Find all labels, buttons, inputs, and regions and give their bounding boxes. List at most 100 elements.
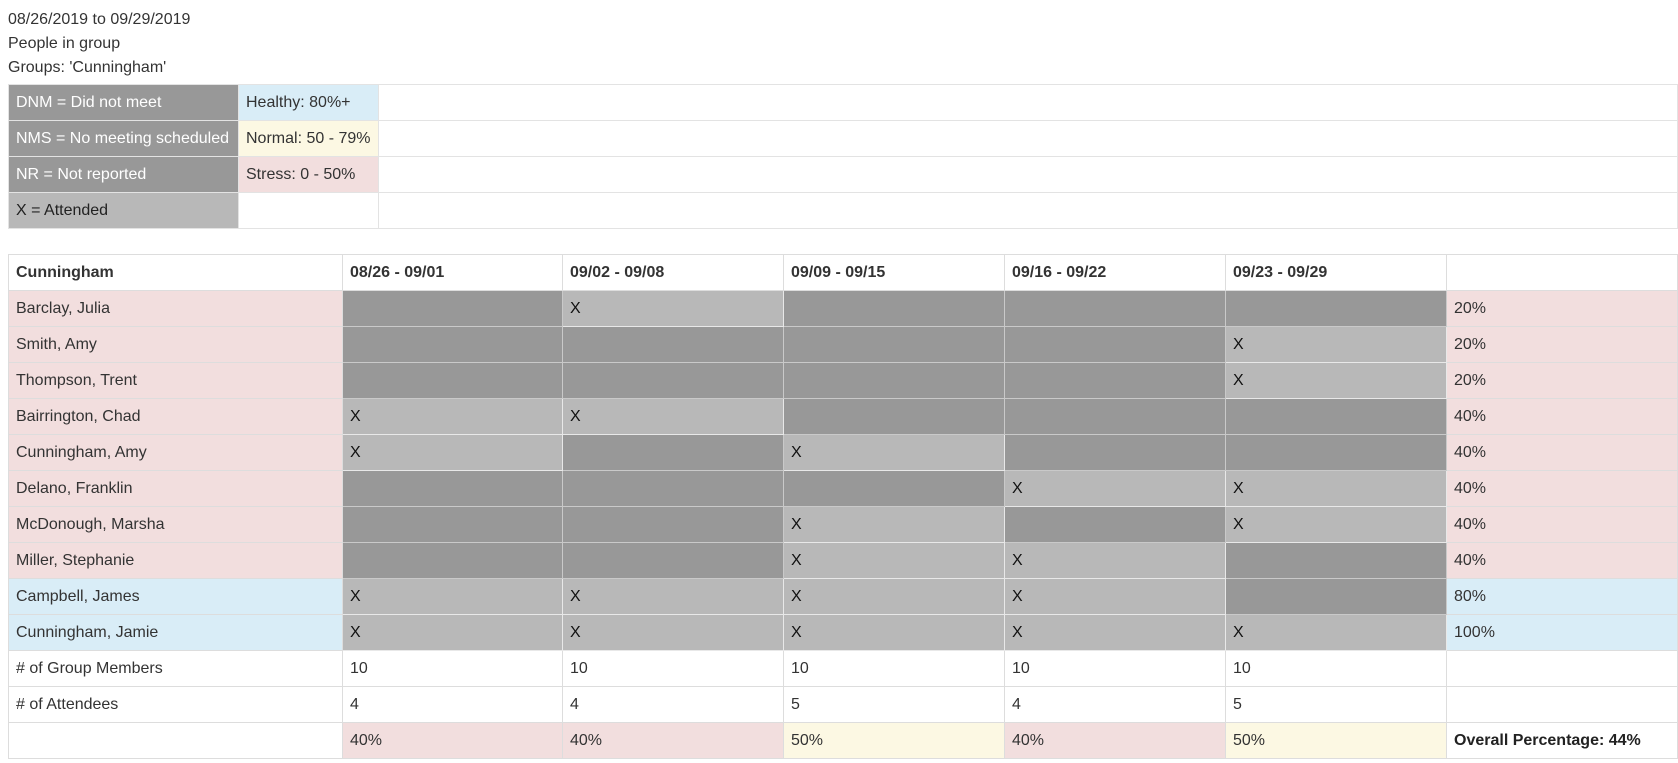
member-name: Campbell, James — [8, 578, 343, 615]
attendees-count: 4 — [1004, 686, 1226, 723]
members-count: 10 — [1004, 650, 1226, 687]
attended-cell: X — [1004, 614, 1226, 651]
percent-label-empty — [8, 722, 343, 759]
member-name: Cunningham, Jamie — [8, 614, 343, 651]
table-row: Delano, Franklin X X 40% — [8, 470, 1678, 507]
member-percentage: 40% — [1446, 542, 1678, 579]
not-attended-cell — [342, 542, 563, 579]
attended-cell: X — [1225, 614, 1447, 651]
member-percentage: 80% — [1446, 578, 1678, 615]
legend-spacer — [378, 192, 1678, 229]
attended-cell: X — [342, 578, 563, 615]
overall-percentage: Overall Percentage: 44% — [1446, 722, 1678, 759]
member-name: Thompson, Trent — [8, 362, 343, 399]
member-name: Bairrington, Chad — [8, 398, 343, 435]
members-count: 10 — [1225, 650, 1447, 687]
table-row: Cunningham, Amy X X 40% — [8, 434, 1678, 471]
week-header: 09/02 - 09/08 — [562, 254, 784, 291]
member-percentage: 20% — [1446, 290, 1678, 327]
week-header: 09/16 - 09/22 — [1004, 254, 1226, 291]
not-attended-cell — [562, 362, 784, 399]
week-header: 09/09 - 09/15 — [783, 254, 1005, 291]
legend-healthy: Healthy: 80%+ — [238, 84, 379, 121]
legend-spacer — [378, 120, 1678, 157]
not-attended-cell — [1225, 434, 1447, 471]
not-attended-cell — [783, 326, 1005, 363]
legend-empty — [238, 192, 379, 229]
member-percentage: 40% — [1446, 434, 1678, 471]
legend-row: X = Attended — [8, 192, 1678, 229]
not-attended-cell — [342, 362, 563, 399]
not-attended-cell — [562, 542, 784, 579]
week-percentage: 50% — [1225, 722, 1447, 759]
not-attended-cell — [1004, 290, 1226, 327]
group-name-header: Cunningham — [8, 254, 343, 291]
not-attended-cell — [1225, 398, 1447, 435]
attendees-spacer — [1446, 686, 1678, 723]
member-name: Cunningham, Amy — [8, 434, 343, 471]
attended-cell: X — [783, 614, 1005, 651]
legend-normal: Normal: 50 - 79% — [238, 120, 379, 157]
legend-attended: X = Attended — [8, 192, 239, 229]
attended-cell: X — [342, 398, 563, 435]
attendees-count: 4 — [342, 686, 563, 723]
week-percentages-row: 40% 40% 50% 40% 50% Overall Percentage: 44% — [8, 722, 1678, 759]
legend-nr: NR = Not reported — [8, 156, 239, 193]
attended-cell: X — [562, 398, 784, 435]
week-percentage: 40% — [1004, 722, 1226, 759]
attendance-table: Cunningham 08/26 - 09/01 09/02 - 09/08 0… — [8, 254, 1678, 759]
attended-cell: X — [342, 434, 563, 471]
not-attended-cell — [1225, 578, 1447, 615]
member-name: Miller, Stephanie — [8, 542, 343, 579]
attendees-count: 4 — [562, 686, 784, 723]
attended-cell: X — [1004, 470, 1226, 507]
not-attended-cell — [562, 470, 784, 507]
legend-row: DNM = Did not meet Healthy: 80%+ — [8, 84, 1678, 121]
members-row: # of Group Members 10 10 10 10 10 — [8, 650, 1678, 687]
attendees-label: # of Attendees — [8, 686, 343, 723]
not-attended-cell — [342, 290, 563, 327]
attended-cell: X — [562, 614, 784, 651]
attendees-count: 5 — [1225, 686, 1447, 723]
attended-cell: X — [1225, 326, 1447, 363]
attendees-count: 5 — [783, 686, 1005, 723]
table-row: Thompson, Trent X 20% — [8, 362, 1678, 399]
member-percentage: 40% — [1446, 506, 1678, 543]
not-attended-cell — [1004, 506, 1226, 543]
not-attended-cell — [342, 326, 563, 363]
not-attended-cell — [783, 362, 1005, 399]
attended-cell: X — [1004, 578, 1226, 615]
table-row: Barclay, Julia X 20% — [8, 290, 1678, 327]
table-row: Smith, Amy X 20% — [8, 326, 1678, 363]
week-percentage: 40% — [562, 722, 784, 759]
table-row: Miller, Stephanie X X 40% — [8, 542, 1678, 579]
not-attended-cell — [1004, 362, 1226, 399]
member-percentage: 100% — [1446, 614, 1678, 651]
member-name: McDonough, Marsha — [8, 506, 343, 543]
attended-cell: X — [783, 434, 1005, 471]
week-percentage: 50% — [783, 722, 1005, 759]
member-name: Delano, Franklin — [8, 470, 343, 507]
legend-spacer — [378, 84, 1678, 121]
attendance-body: Barclay, Julia X 20% Smith, Amy X 20% Thompson… — [8, 290, 1678, 759]
not-attended-cell — [1004, 434, 1226, 471]
members-count: 10 — [342, 650, 563, 687]
attended-cell: X — [1225, 470, 1447, 507]
groups-label: Groups: 'Cunningham' — [8, 59, 167, 76]
attended-cell: X — [783, 578, 1005, 615]
attended-cell: X — [1225, 506, 1447, 543]
not-attended-cell — [342, 506, 563, 543]
member-name: Barclay, Julia — [8, 290, 343, 327]
not-attended-cell — [562, 506, 784, 543]
legend-spacer — [378, 156, 1678, 193]
members-count: 10 — [783, 650, 1005, 687]
not-attended-cell — [1225, 290, 1447, 327]
not-attended-cell — [562, 434, 784, 471]
members-label: # of Group Members — [8, 650, 343, 687]
legend-row: NMS = No meeting scheduled Normal: 50 - … — [8, 120, 1678, 157]
table-row: Cunningham, Jamie X X X X X 100% — [8, 614, 1678, 651]
week-header: 09/23 - 09/29 — [1225, 254, 1447, 291]
member-name: Smith, Amy — [8, 326, 343, 363]
attended-cell: X — [1004, 542, 1226, 579]
member-percentage: 40% — [1446, 470, 1678, 507]
